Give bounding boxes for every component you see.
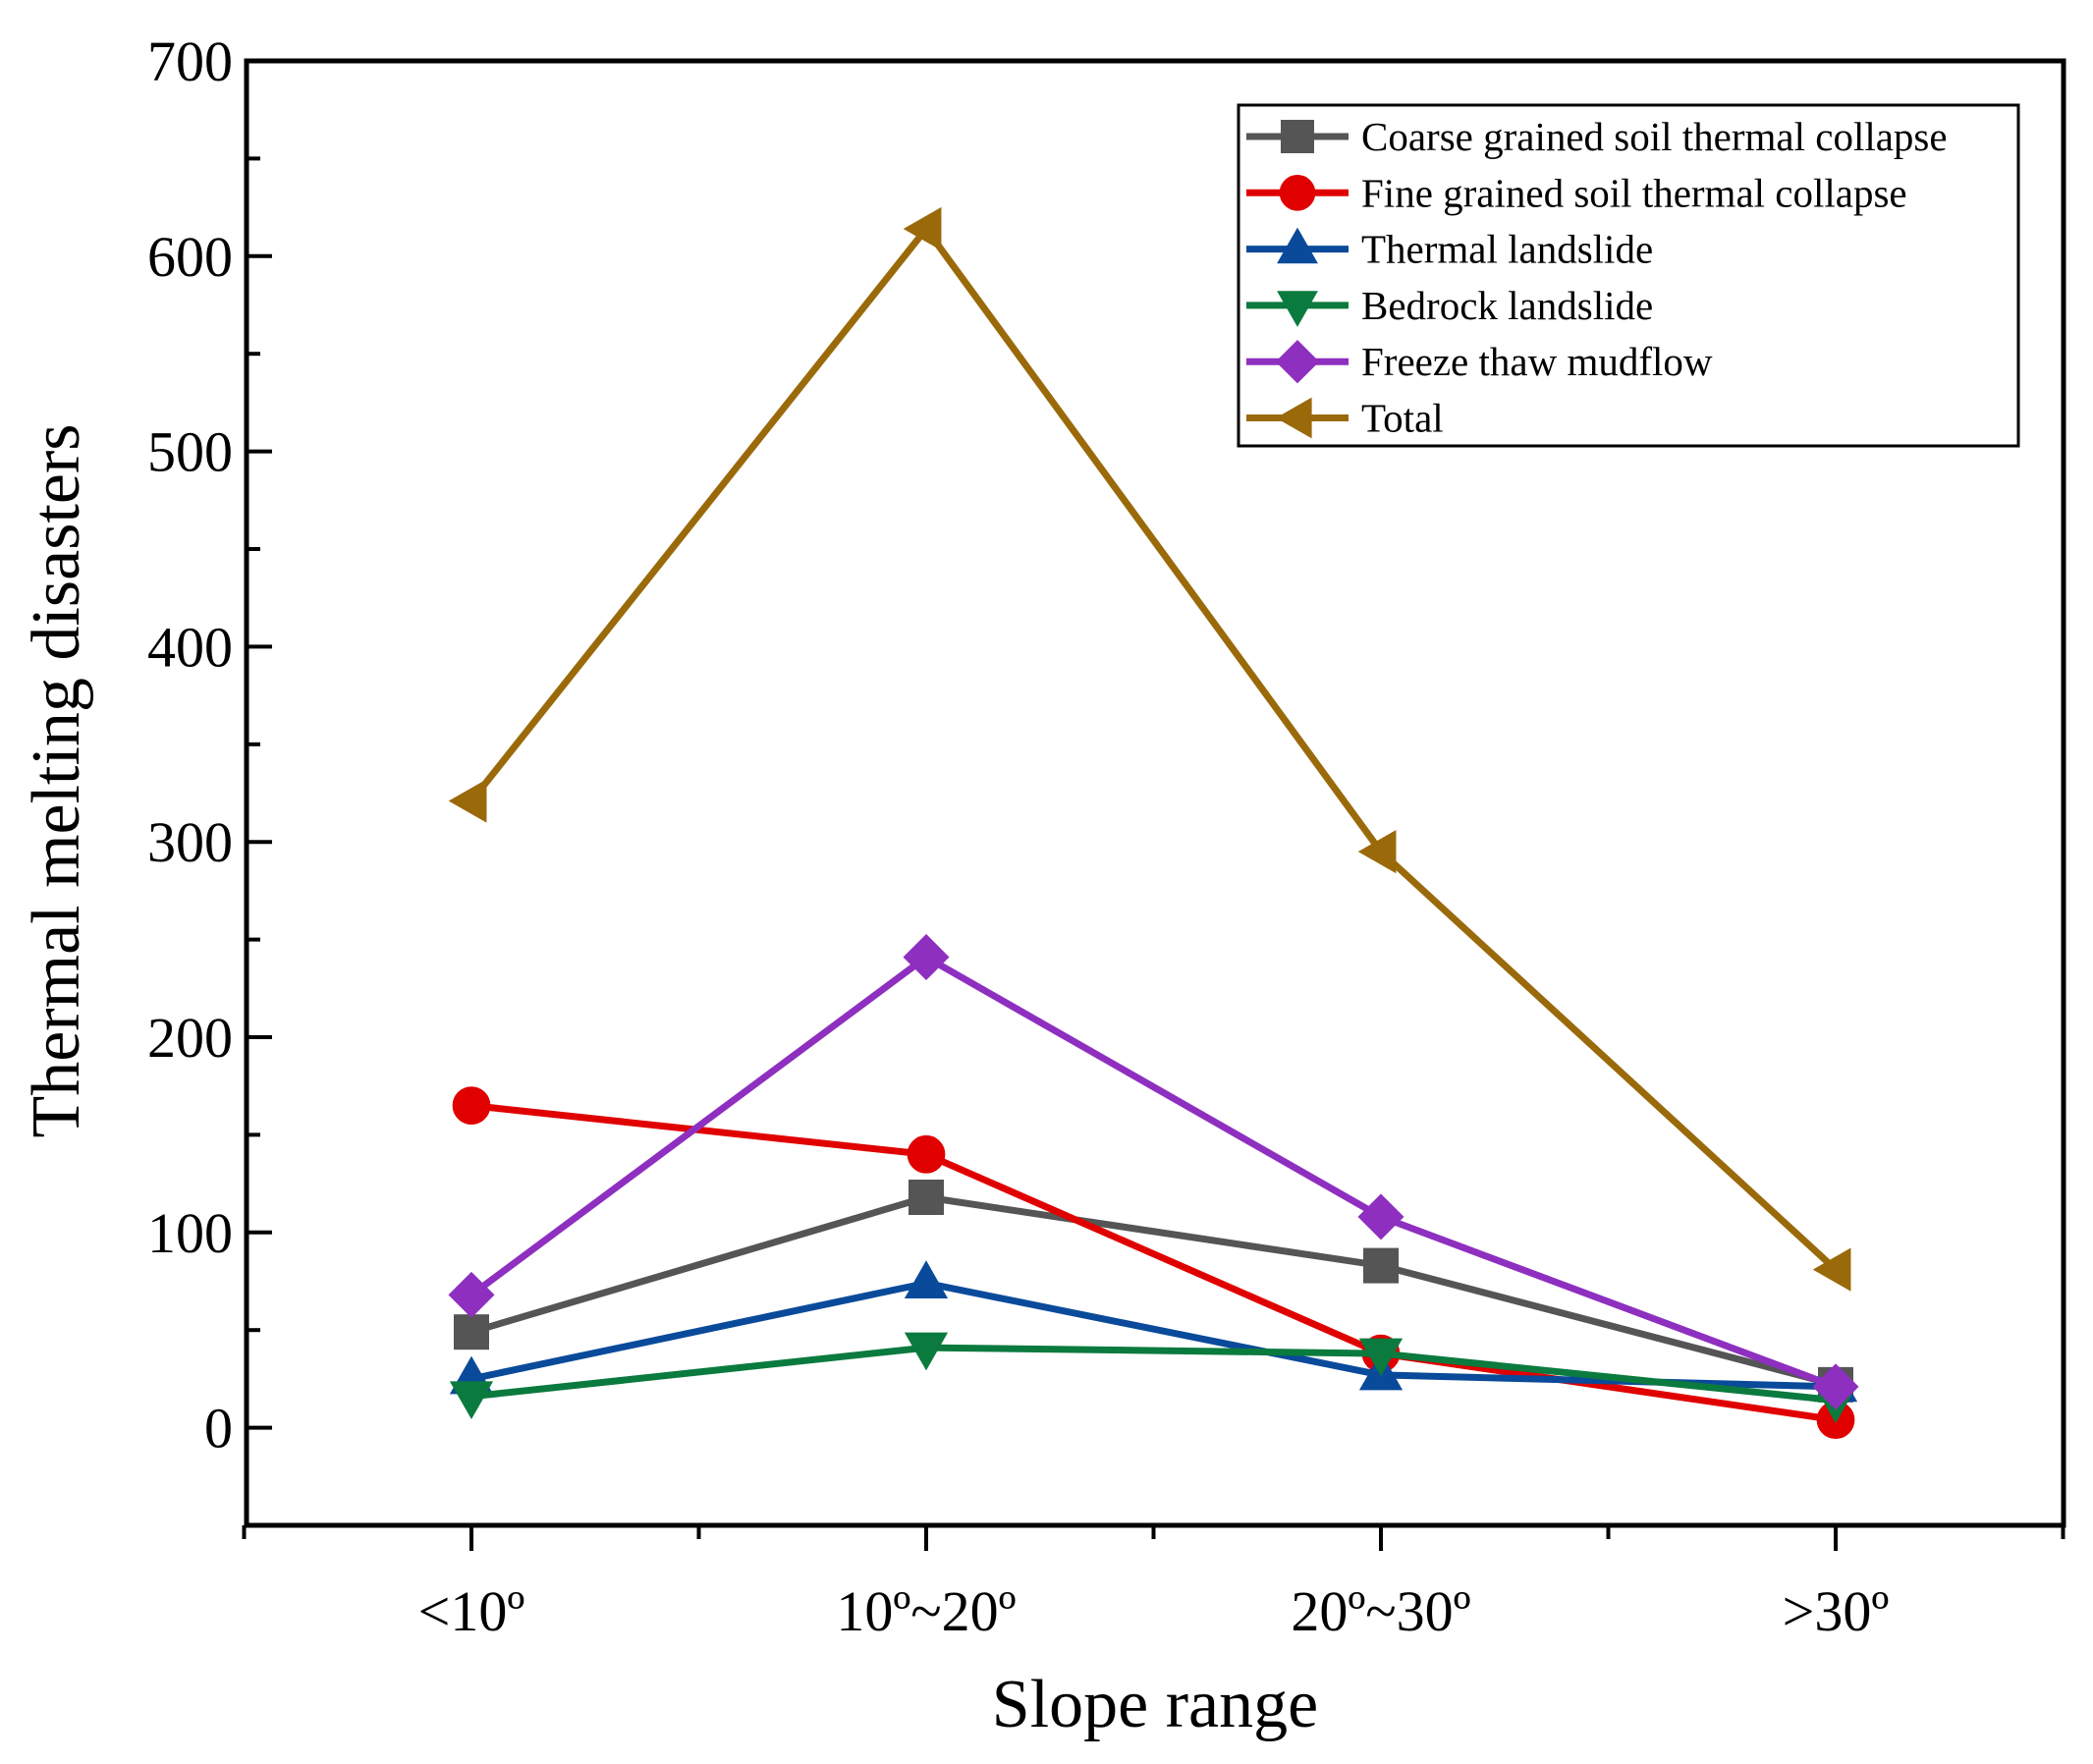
- data-point: [904, 1332, 949, 1371]
- legend-item: Total: [1246, 396, 1444, 441]
- legend-marker: [1277, 227, 1318, 264]
- series-3: [449, 1332, 1858, 1424]
- series-line: [470, 1279, 1837, 1391]
- legend-marker: [1279, 175, 1316, 211]
- data-point: [1357, 1193, 1405, 1240]
- y-tick-label: 600: [147, 225, 233, 289]
- legend-label: Total: [1361, 396, 1444, 441]
- data-point: [1363, 1247, 1399, 1284]
- legend-box: [1237, 103, 2020, 448]
- legend-label: Bedrock landslide: [1361, 283, 1653, 328]
- data-point: [907, 1134, 946, 1174]
- legend-item: Thermal landslide: [1246, 227, 1653, 272]
- data-point: [1357, 830, 1397, 874]
- y-tick-label: 100: [147, 1201, 233, 1265]
- legend-marker: [1275, 339, 1320, 384]
- x-axis: <10º 10º~20º 20º~30º >30º: [242, 1525, 2065, 1643]
- legend: Coarse grained soil thermal collapse Fine…: [1237, 103, 2020, 448]
- data-point: [1812, 1247, 1851, 1292]
- legend-label: Thermal landslide: [1361, 227, 1653, 272]
- series-1: [452, 1086, 1855, 1440]
- data-point: [448, 1271, 495, 1318]
- legend-label: Freeze thaw mudflow: [1361, 339, 1713, 384]
- x-tick-label: <10º: [418, 1579, 525, 1643]
- legend-item: Coarse grained soil thermal collapse: [1246, 114, 1948, 159]
- y-axis-title: Thermal melting disasters: [19, 423, 94, 1137]
- legend-label: Coarse grained soil thermal collapse: [1361, 114, 1948, 159]
- series-line: [470, 1193, 1837, 1389]
- legend-marker: [1275, 397, 1312, 439]
- legend-item: Fine grained soil thermal collapse: [1246, 170, 1907, 215]
- data-point: [909, 1180, 944, 1216]
- data-point: [903, 206, 942, 251]
- y-tick-label: 500: [147, 420, 233, 484]
- data-point: [903, 933, 950, 981]
- data-point: [454, 1314, 489, 1351]
- legend-label: Fine grained soil thermal collapse: [1361, 170, 1907, 215]
- legend-marker: [1281, 120, 1314, 153]
- series-line: [470, 1344, 1837, 1405]
- data-point: [1812, 1363, 1859, 1410]
- x-tick-label: >30º: [1783, 1579, 1890, 1643]
- x-tick-label: 20º~30º: [1291, 1579, 1470, 1643]
- y-axis: 0 100 200 300 400 500 600 700: [147, 29, 272, 1527]
- x-axis-title: Slope range: [992, 1667, 1318, 1742]
- series-0: [454, 1180, 1853, 1403]
- y-tick-label: 200: [147, 1006, 233, 1070]
- series-line: [468, 225, 1839, 1273]
- legend-item: Freeze thaw mudflow: [1246, 339, 1713, 384]
- data-point: [904, 1260, 949, 1298]
- data-point: [448, 779, 487, 823]
- y-tick-label: 400: [147, 615, 233, 679]
- series-4: [448, 933, 1859, 1410]
- data-point: [449, 1381, 494, 1420]
- legend-marker: [1277, 291, 1318, 327]
- series-line: [468, 953, 1838, 1391]
- x-tick-label: 10º~20º: [836, 1579, 1016, 1643]
- series-layer: [448, 206, 1859, 1440]
- y-tick-label: 300: [147, 810, 233, 874]
- y-tick-label: 0: [204, 1397, 233, 1461]
- legend-item: Bedrock landslide: [1246, 283, 1653, 328]
- series-5: [448, 206, 1851, 1292]
- data-point: [1358, 1338, 1404, 1377]
- data-point: [452, 1086, 491, 1125]
- y-tick-label: 700: [147, 29, 233, 93]
